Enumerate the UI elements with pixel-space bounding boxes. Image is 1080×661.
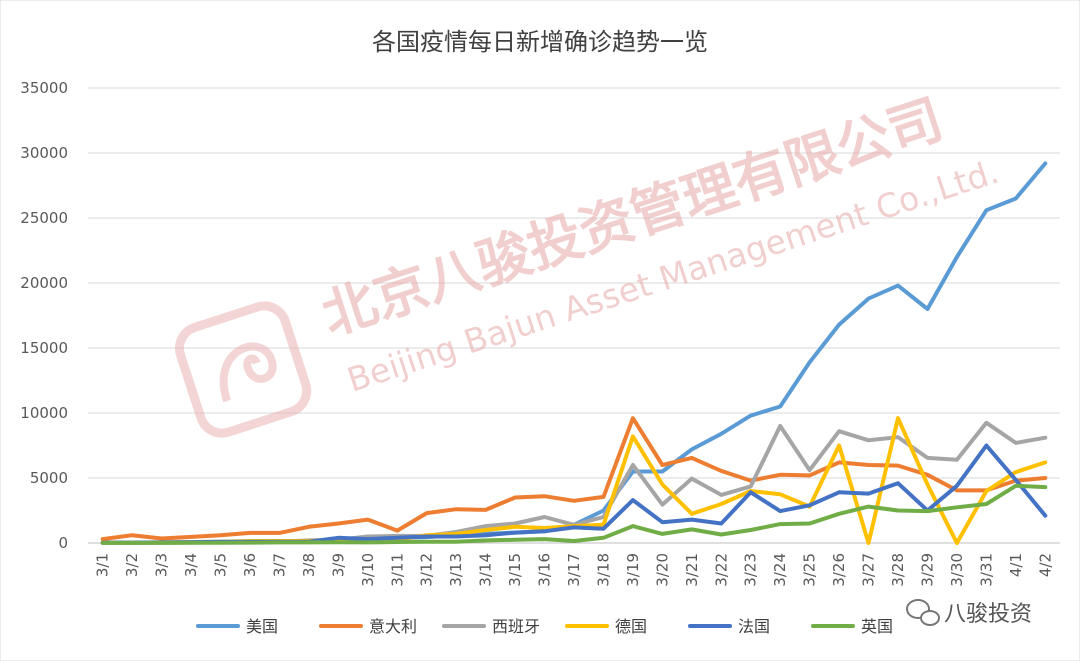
- x-tick-label: 3/16: [536, 553, 554, 587]
- legend-label-3: 德国: [615, 617, 647, 636]
- x-tick-label: 3/11: [388, 553, 406, 587]
- x-tick-label: 3/15: [506, 553, 524, 587]
- legend-label-0: 美国: [246, 617, 278, 636]
- x-tick-label: 3/25: [801, 553, 819, 587]
- wechat-badge: 八骏投资: [906, 599, 1032, 627]
- y-tick-label: 30000: [20, 144, 68, 162]
- x-tick-label: 3/20: [653, 553, 671, 587]
- x-tick-label: 3/1: [94, 553, 112, 577]
- y-tick-label: 15000: [20, 339, 68, 357]
- y-tick-label: 0: [58, 534, 68, 552]
- x-tick-label: 3/22: [712, 553, 730, 587]
- x-tick-label: 3/24: [771, 553, 789, 587]
- x-tick-label: 3/9: [329, 553, 347, 577]
- y-tick-label: 20000: [20, 274, 68, 292]
- x-tick-label: 3/30: [948, 553, 966, 587]
- x-tick-label: 3/6: [241, 553, 259, 577]
- legend-label-2: 西班牙: [492, 617, 540, 636]
- x-tick-label: 3/28: [889, 553, 907, 587]
- legend-label-1: 意大利: [369, 617, 417, 636]
- x-tick-label: 3/10: [359, 553, 377, 587]
- x-tick-label: 3/13: [447, 553, 465, 587]
- y-tick-label: 25000: [20, 209, 68, 227]
- x-tick-label: 3/2: [123, 553, 141, 577]
- watermark-logo: [175, 301, 312, 438]
- x-tick-label: 3/8: [300, 553, 318, 577]
- x-tick-label: 3/7: [270, 553, 288, 577]
- x-tick-label: 3/18: [594, 553, 612, 587]
- x-tick-label: 3/4: [182, 553, 200, 577]
- series-line-5: [100, 483, 1048, 545]
- x-tick-label: 3/23: [742, 553, 760, 587]
- wechat-icon: [906, 599, 940, 626]
- series-lines: [100, 161, 1048, 545]
- x-tick-label: 3/31: [977, 553, 995, 587]
- wechat-label: 八骏投资: [944, 602, 1032, 627]
- y-tick-label: 10000: [20, 404, 68, 422]
- x-tick-label: 3/5: [212, 553, 230, 577]
- x-tick-label: 3/19: [624, 553, 642, 587]
- x-tick-label: 3/29: [918, 553, 936, 587]
- y-tick-label: 35000: [20, 79, 68, 97]
- x-tick-label: 3/14: [477, 553, 495, 587]
- legend-label-4: 法国: [738, 617, 770, 636]
- legend: 美国 意大利 西班牙 德国 法国 英国: [196, 617, 893, 636]
- x-tick-label: 3/26: [830, 553, 848, 587]
- x-tick-label: 3/27: [860, 553, 878, 587]
- x-tick-label: 3/12: [418, 553, 436, 587]
- x-tick-label: 3/21: [683, 553, 701, 587]
- x-tick-label: 3/17: [565, 553, 583, 587]
- x-tick-label: 3/3: [153, 553, 171, 577]
- y-tick-label: 5000: [30, 469, 68, 487]
- chart-title: 各国疫情每日新增确诊趋势一览: [372, 28, 708, 56]
- legend-label-5: 英国: [861, 617, 893, 636]
- x-tick-label: 4/2: [1036, 553, 1054, 577]
- x-tick-label: 4/1: [1007, 553, 1025, 577]
